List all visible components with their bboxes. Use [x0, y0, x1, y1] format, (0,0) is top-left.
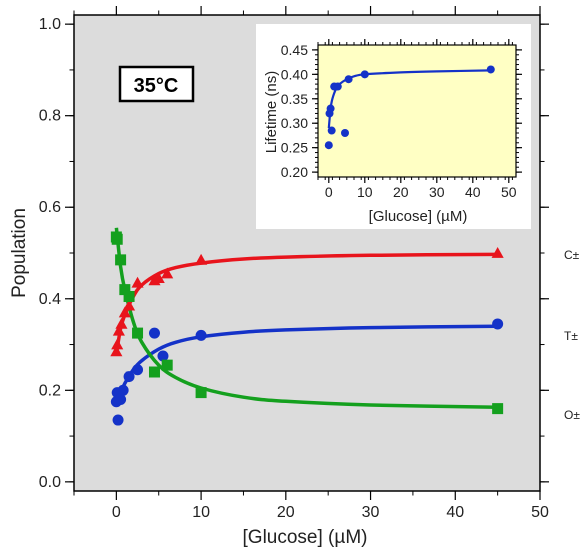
main-data-point	[119, 284, 131, 296]
main-y-tick-label: 0.0	[39, 474, 61, 491]
main-fit-curve-T±	[114, 324, 498, 407]
main-data-point	[492, 318, 504, 330]
inset-x-tick-label: 40	[465, 184, 481, 200]
inset-x-tick-label: 20	[393, 184, 409, 200]
temperature-box	[118, 65, 195, 103]
main-y-tick-label: 0.8	[39, 108, 61, 125]
inset-y-tick-label: 0.25	[281, 140, 308, 156]
inset-y-tick-label: 0.40	[281, 66, 308, 82]
main-data-point	[117, 384, 129, 396]
main-y-axis-title: Population	[9, 208, 30, 298]
inset-data-points	[324, 65, 495, 150]
main-data-point	[148, 327, 160, 339]
inset-data-point	[326, 104, 335, 113]
main-y-tick-label: 0.4	[39, 291, 61, 308]
inset-data-point	[360, 70, 369, 79]
main-data-point	[195, 329, 207, 341]
inset-data-point	[344, 75, 353, 84]
main-x-axis-title: [Glucose] (µM)	[243, 527, 368, 548]
main-data-point	[195, 253, 208, 265]
series-label-c: C±	[564, 248, 580, 262]
main-ticks: 0 10 20 30 40 50 0.0 0.2 0.4 0.6 0.8 1.0	[39, 6, 549, 521]
main-data-point	[111, 233, 123, 245]
main-data-point	[161, 359, 173, 371]
inset-y-axis-title: Lifetime (ns)	[263, 71, 280, 154]
inset-plot-area	[317, 44, 517, 178]
main-data-point	[111, 338, 124, 350]
inset-y-tick-label: 0.35	[281, 91, 308, 107]
inset-y-tick-label: 0.30	[281, 115, 308, 131]
main-data-point	[112, 324, 125, 336]
inset-x-tick-label: 50	[501, 184, 517, 200]
main-data-point	[110, 345, 123, 357]
main-data-point	[491, 246, 504, 258]
inset-x-tick-label: 30	[429, 184, 445, 200]
main-data-point	[195, 387, 207, 399]
main-y-tick-label: 1.0	[39, 16, 61, 33]
main-data-point	[123, 299, 136, 311]
inset-data-point	[324, 141, 333, 150]
main-x-tick-label: 10	[192, 504, 210, 521]
main-data-point	[118, 306, 131, 318]
inset-x-tick-label: 0	[325, 184, 333, 200]
main-x-tick-label: 0	[112, 504, 121, 521]
main-data-point	[161, 267, 174, 279]
temperature-annotation: 35°C	[118, 65, 195, 103]
inset-data-point	[327, 126, 336, 135]
series-label-o: O±	[564, 408, 580, 422]
main-data-point	[123, 290, 135, 302]
main-data-point	[115, 317, 128, 329]
main-data-point	[131, 276, 144, 288]
main-data-point	[148, 366, 160, 378]
main-x-tick-label: 30	[362, 504, 380, 521]
inset-y-tick-label: 0.45	[281, 42, 308, 58]
series-label-t: T±	[564, 329, 578, 343]
main-y-tick-label: 0.2	[39, 382, 61, 399]
main-x-tick-label: 40	[446, 504, 464, 521]
inset-x-tick-label: 10	[357, 184, 373, 200]
main-data-point	[152, 272, 165, 284]
inset-x-axis-title: [Glucose] (µM)	[369, 208, 468, 225]
temperature-label: 35°C	[134, 75, 179, 97]
inset-ticks: 0 10 20 30 40 50 0.20 0.25 0.30 0.35 0.40 0.45	[281, 39, 522, 200]
inset-data-point	[486, 65, 495, 74]
main-data-point	[115, 393, 127, 405]
main-y-tick-label: 0.6	[39, 199, 61, 216]
main-data-point	[132, 364, 144, 376]
main-x-tick-label: 50	[531, 504, 549, 521]
inset-data-point	[333, 82, 342, 91]
main-data-points	[110, 231, 504, 426]
main-data-point	[123, 371, 135, 383]
main-data-point	[157, 350, 169, 362]
main-data-point	[132, 327, 144, 339]
main-data-point	[492, 403, 504, 415]
main-data-point	[115, 254, 127, 266]
inset-y-tick-label: 0.20	[281, 164, 308, 180]
inset-data-point	[341, 129, 349, 137]
main-x-tick-label: 20	[277, 504, 295, 521]
main-data-point	[112, 414, 124, 426]
inset-plot: 0 10 20 30 40 50 0.20 0.25 0.30 0.35 0.40 0.45 [Glu…	[256, 24, 531, 229]
